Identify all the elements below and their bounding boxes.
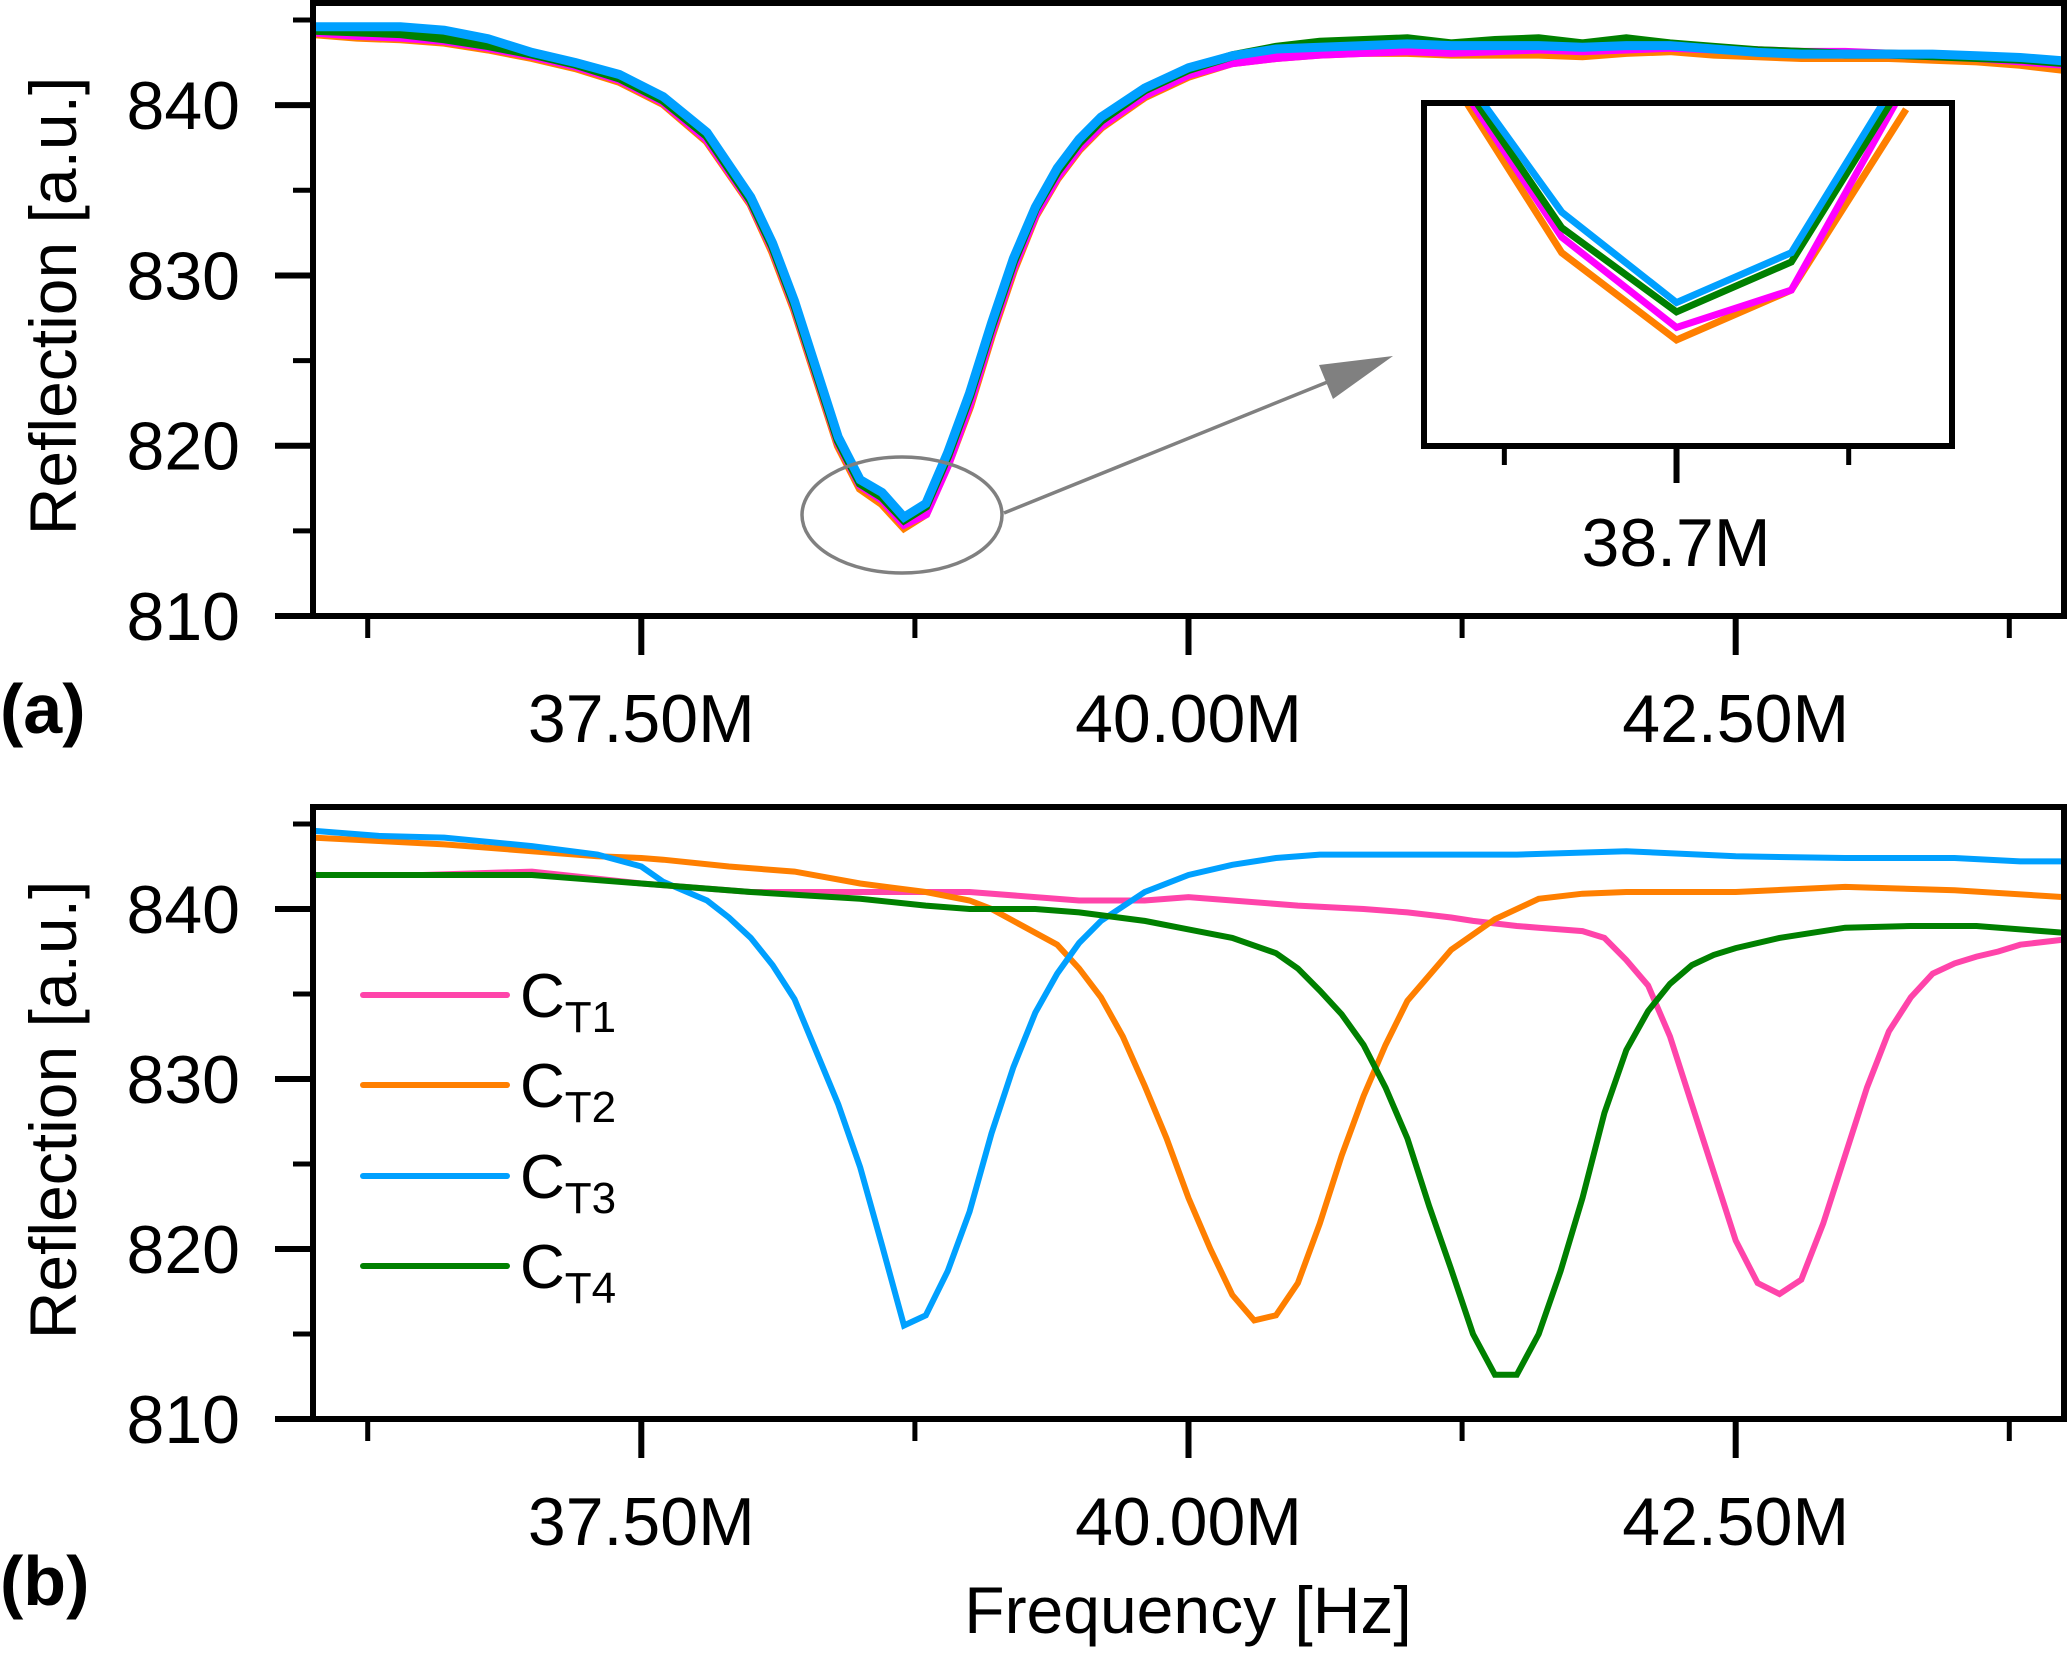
y-tick-label: 830	[127, 238, 240, 314]
panel-b-y-axis: 810 820 830 840	[127, 821, 313, 1458]
legend-item-t2: CT2	[360, 1052, 616, 1132]
legend-item-t4: CT4	[360, 1233, 616, 1313]
x-tick-label: 40.00M	[1075, 681, 1302, 757]
panel-b-label: (b)	[0, 1542, 89, 1620]
panel-b: 810 820 830 840 37.50M 40.00M 42.50M Reflecti…	[0, 804, 2067, 1647]
series-line-ct4	[313, 872, 2064, 1378]
series-line-ct3	[313, 22, 2064, 524]
y-tick-label: 820	[127, 1212, 240, 1288]
x-tick-label: 42.50M	[1622, 1484, 1849, 1560]
highlight-ellipse	[800, 455, 1004, 575]
inset-frame	[1421, 100, 1955, 449]
y-tick-label: 830	[127, 1042, 240, 1118]
panel-a-frame	[310, 0, 2067, 619]
panel-b-x-axis: 37.50M 40.00M 42.50M	[365, 1419, 2012, 1560]
inset-x-axis	[1501, 446, 1852, 483]
legend-label: CT1	[520, 962, 616, 1042]
panel-a: 810 820 830 840 37.50M 40.00M 42.50M Reflecti…	[0, 0, 2067, 757]
series-line-ct1	[1467, 103, 1900, 332]
panel-a-y-axis: 810 820 830 840	[127, 17, 313, 655]
y-tick-label: 840	[127, 872, 240, 948]
annotation-arrow-head	[1319, 356, 1393, 399]
y-tick-label: 840	[127, 68, 240, 144]
series-line-ct4	[1472, 103, 1895, 316]
x-tick-label: 37.50M	[528, 681, 755, 757]
legend-label: CT4	[520, 1233, 616, 1313]
panel-a-y-axis-title: Reflection [a.u.]	[16, 77, 90, 536]
y-tick-label: 820	[127, 409, 240, 485]
x-tick-label: 42.50M	[1622, 681, 1849, 757]
panel-b-x-axis-title: Frequency [Hz]	[964, 1573, 1412, 1647]
panel-a-label: (a)	[0, 670, 86, 748]
inset-x-tick-label: 38.7M	[1582, 505, 1771, 581]
legend: CT1 CT2 CT3 CT4	[360, 962, 616, 1313]
legend-label: CT3	[520, 1143, 616, 1223]
panel-b-series	[313, 827, 2064, 1378]
y-tick-label: 810	[127, 1382, 240, 1458]
x-tick-label: 40.00M	[1075, 1484, 1302, 1560]
x-tick-label: 37.50M	[528, 1484, 755, 1560]
series-line-ct2	[313, 834, 2064, 1324]
panel-a-x-axis: 37.50M 40.00M 42.50M	[365, 616, 2012, 757]
legend-item-t3: CT3	[360, 1143, 616, 1223]
series-line-ct2	[1462, 103, 1910, 345]
inset-series	[1462, 103, 1910, 345]
panel-a-series	[313, 22, 2064, 534]
series-line-ct3	[1478, 103, 1888, 307]
annotation-arrow-line	[1003, 379, 1331, 515]
y-tick-label: 810	[127, 579, 240, 655]
series-line-ct3	[313, 827, 2064, 1330]
legend-label: CT2	[520, 1052, 616, 1132]
panel-b-y-axis-title: Reflection [a.u.]	[16, 881, 90, 1340]
series-line-ct1	[313, 868, 2064, 1298]
inset-zoom: 38.7M	[1421, 100, 1955, 581]
legend-item-t1: CT1	[360, 962, 616, 1042]
